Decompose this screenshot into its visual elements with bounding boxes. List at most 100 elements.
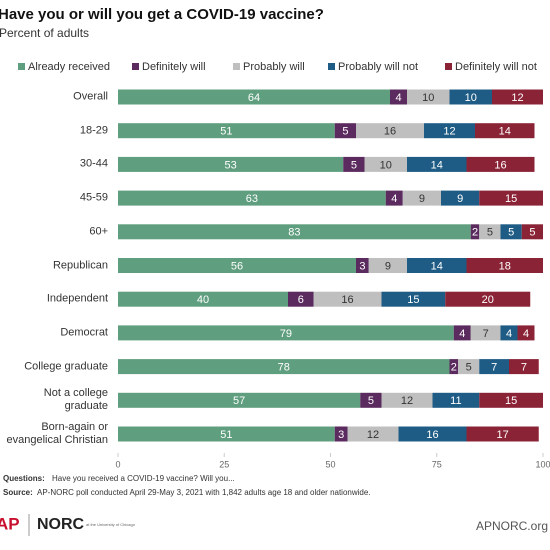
bar-segment [500,325,518,341]
legend-swatch [132,63,139,70]
value-label: 3 [338,429,344,441]
bar-segment [334,426,348,442]
bar-segment [385,190,403,206]
bar-segment [360,392,382,408]
value-label: 16 [384,126,396,138]
category-label: Republican [52,259,108,271]
value-label: 16 [494,159,506,171]
legend-swatch [445,63,452,70]
bar-segment [313,291,382,307]
value-label: 12 [367,429,379,441]
value-label: 16 [341,294,353,306]
x-tick-label: 50 [325,459,335,469]
value-label: 11 [450,395,461,407]
value-label: 17 [497,429,509,441]
value-label: 5 [368,395,374,407]
value-label: 12 [401,395,413,407]
bar-segment [500,224,522,240]
value-label: 5 [487,227,493,239]
bar-segment [458,359,480,375]
bar-segment [118,190,386,206]
chart-title: Have you or will you get a COVID-19 vacc… [0,6,324,23]
bar-segment [424,123,475,139]
bar-segment [432,392,480,408]
category-label: 45-59 [79,191,108,204]
bar-segment [470,224,480,240]
bar-segment [118,156,344,172]
logo-norc: NORC [37,516,85,533]
bar-segment [479,392,543,408]
bar-segment [479,190,543,206]
bar-segment [453,325,471,341]
bar-segment [118,325,454,341]
bar-segment [492,89,543,105]
x-tick-label: 75 [432,459,442,469]
bar-segment [479,224,501,240]
bar-segment [398,426,467,442]
value-label: 20 [482,294,494,306]
bar-segment [475,123,535,139]
value-label: 14 [431,159,443,171]
bar-segment [288,291,314,307]
bar-segment [347,426,399,442]
value-label: 4 [523,328,529,340]
bar-segment [381,392,433,408]
legend-label: Probably will [243,61,305,73]
value-label: 64 [248,92,260,104]
bar-segment [441,190,480,206]
bar-segment [118,291,288,307]
bar-segment [356,258,369,273]
bar-segment [407,258,467,273]
value-label: 9 [385,260,391,272]
value-label: 57 [233,395,245,407]
bar-segment [118,123,335,139]
bar-segment [407,89,450,105]
bar-segment [343,156,365,172]
bar-segment [466,258,543,273]
value-label: 7 [491,362,497,374]
value-label: 7 [483,328,489,340]
site: APNORC.org [476,519,548,533]
bar-segment [390,89,407,105]
value-label: 56 [231,260,243,272]
value-label: 15 [407,294,419,306]
category-label: 30-44 [79,157,108,170]
category-label: Independent [46,292,108,305]
legend-label: Definitely will not [455,61,537,73]
bar-segment [407,156,467,172]
bar-segment [517,325,535,341]
value-label: 78 [278,362,290,374]
category-label: 18-29 [79,124,108,137]
legend-swatch [233,63,240,70]
category-label: College graduate [24,360,108,373]
value-label: 7 [521,362,527,374]
logo-ap: AP [0,514,20,533]
value-label: 4 [506,328,512,340]
bar-segment [118,359,450,375]
bar-segment [479,359,509,375]
bar-segment [381,291,446,307]
value-label: 18 [499,260,511,272]
value-label: 5 [466,362,472,374]
bar-segment [118,89,390,105]
bar-segment [356,123,424,139]
category-label: Overall [73,90,108,103]
value-label: 15 [505,395,517,407]
bar-segment [470,325,501,341]
source-label: Source: [3,488,33,497]
x-tick-label: 100 [535,459,550,469]
value-label: 9 [457,193,463,205]
value-label: 5 [508,227,514,239]
value-label: 63 [246,193,258,205]
legend-label: Already received [28,61,110,73]
value-label: 12 [443,126,455,138]
value-label: 5 [529,227,535,239]
bar-segment [466,426,539,442]
question: Have you received a COVID-19 vaccine? Wi… [52,474,235,483]
value-label: 79 [280,328,292,340]
bar-segment [368,258,407,273]
bar-segment [118,426,335,442]
bar-segment [466,156,535,172]
